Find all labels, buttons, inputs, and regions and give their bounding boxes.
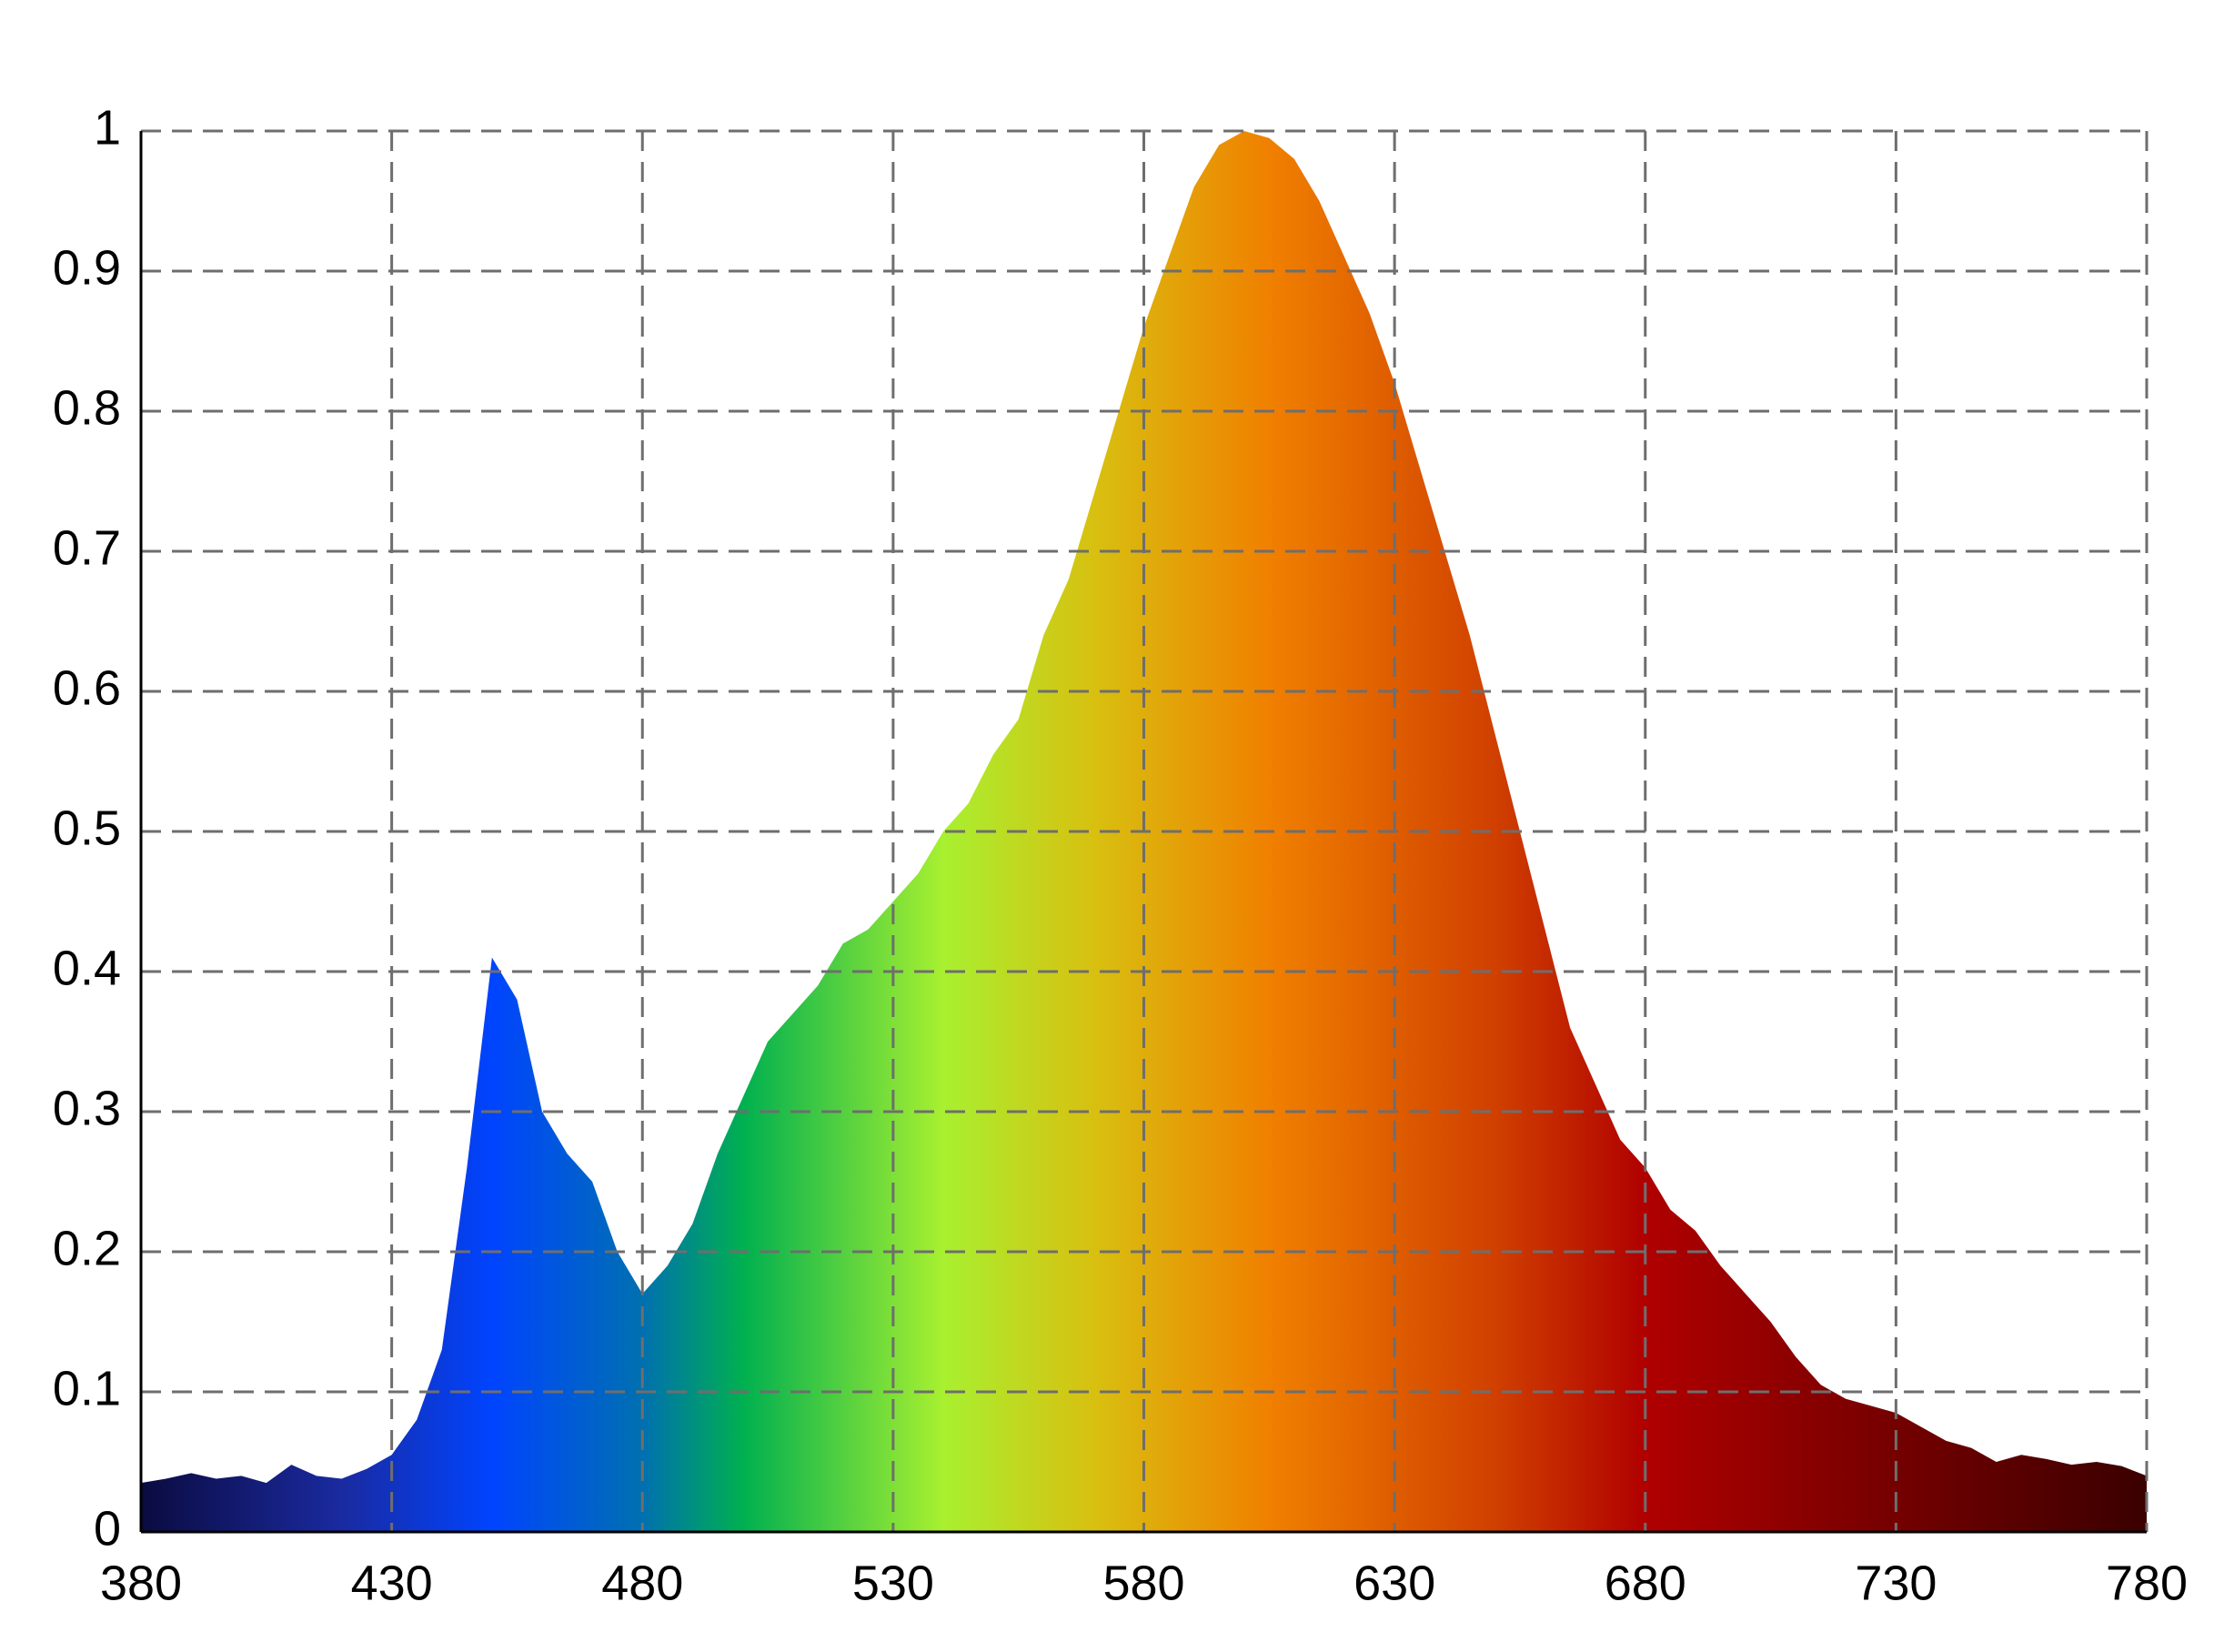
x-tick-label: 630 — [1354, 1556, 1435, 1610]
x-tick-label: 380 — [100, 1556, 182, 1610]
y-tick-label: 0.8 — [53, 380, 121, 435]
x-tick-label: 580 — [1102, 1556, 1184, 1610]
y-tick-label: 0.6 — [53, 660, 121, 715]
x-tick-label: 680 — [1605, 1556, 1686, 1610]
y-tick-label: 0.4 — [53, 941, 121, 995]
x-tick-label: 780 — [2106, 1556, 2188, 1610]
y-tick-label: 0 — [94, 1501, 121, 1556]
y-tick-label: 0.1 — [53, 1361, 121, 1415]
y-tick-label: 0.2 — [53, 1221, 121, 1275]
x-tick-label: 530 — [852, 1556, 934, 1610]
y-tick-label: 1 — [94, 100, 121, 155]
y-tick-label: 0.7 — [53, 520, 121, 575]
y-tick-label: 0.3 — [53, 1081, 121, 1135]
y-tick-label: 0.5 — [53, 801, 121, 855]
x-tick-label: 430 — [351, 1556, 433, 1610]
x-tick-label: 730 — [1855, 1556, 1937, 1610]
x-tick-label: 480 — [601, 1556, 683, 1610]
y-tick-label: 0.9 — [53, 240, 121, 295]
